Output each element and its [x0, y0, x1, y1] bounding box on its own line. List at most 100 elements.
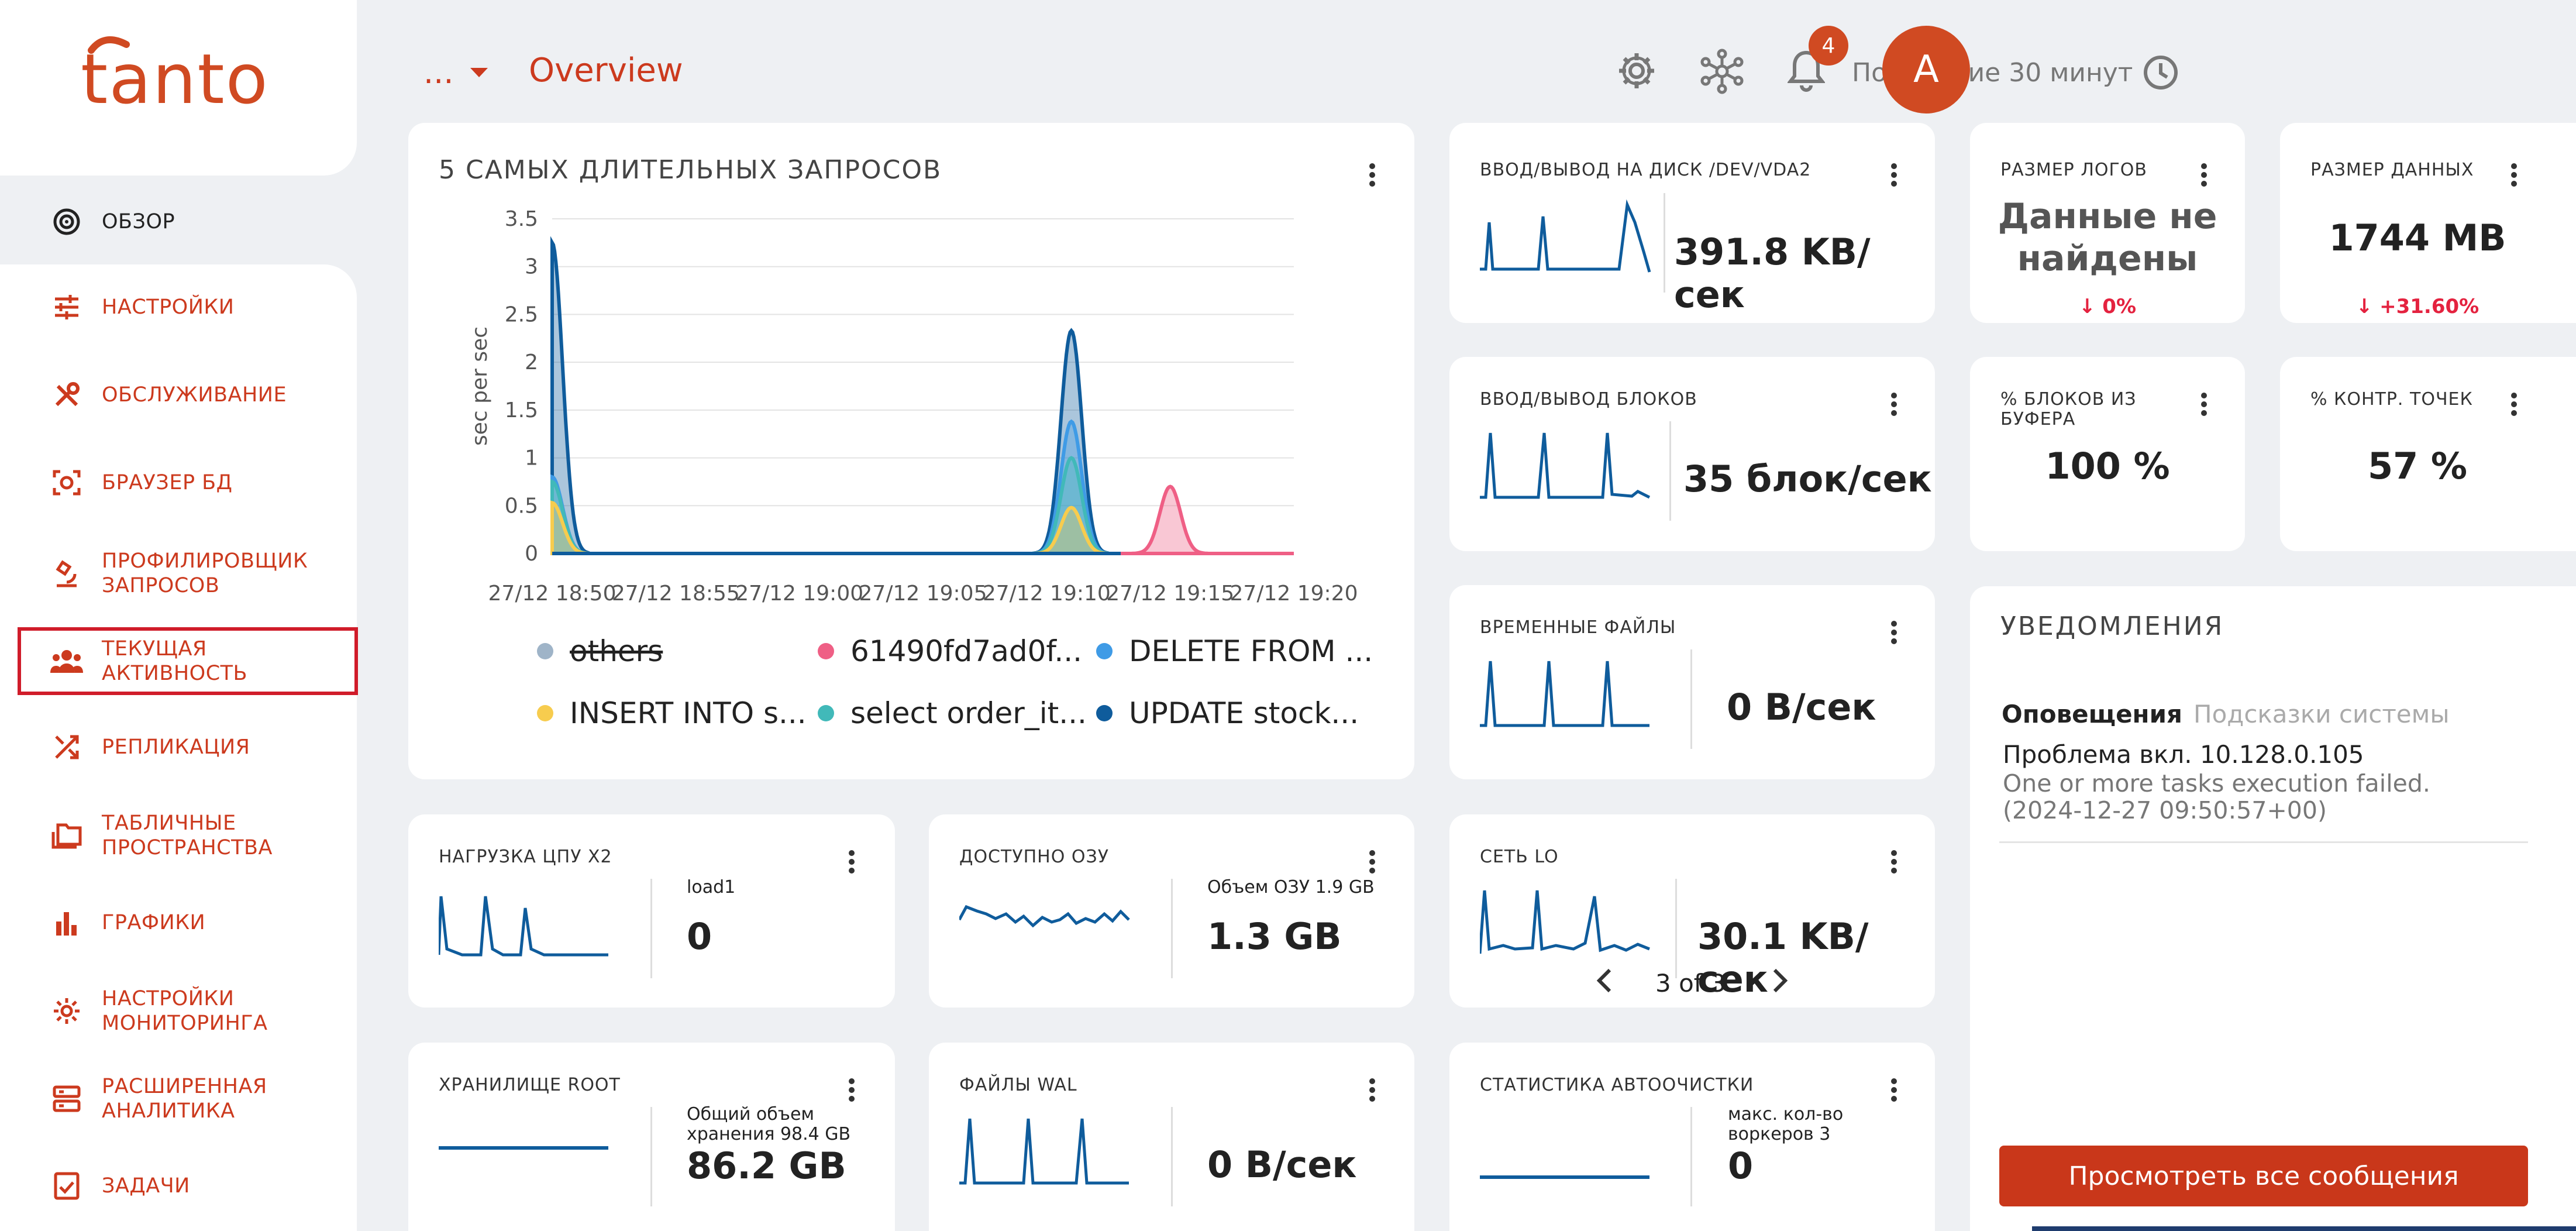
more-options-icon[interactable]: [2508, 160, 2520, 195]
tantor-logo[interactable]: tantor: [81, 33, 268, 109]
x-tick-label: 27/12 19:15: [1106, 582, 1234, 606]
settings-gear-icon[interactable]: [1616, 50, 1658, 92]
chevron-right-icon[interactable]: [1771, 968, 1789, 993]
sidebar-item-tasks[interactable]: ЗАДАЧИ: [0, 1165, 357, 1206]
legend-item-delete[interactable]: DELETE FROM ...: [1096, 634, 1373, 668]
card-title: СТАТИСТИКА АВТООЧИСТКИ: [1480, 1075, 1754, 1095]
more-options-icon[interactable]: [1888, 390, 1900, 425]
sidebar-item-current-activity[interactable]: ТЕКУЩАЯ АКТИВНОСТЬ: [18, 627, 358, 695]
x-tick-label: 27/12 18:55: [612, 582, 740, 606]
legend-item-query-61490[interactable]: 61490fd7ad0f...: [818, 634, 1082, 668]
sidebar-item-label: ТЕКУЩАЯ АКТИВНОСТЬ: [102, 637, 248, 685]
more-options-icon[interactable]: [1888, 160, 1900, 195]
logo-area: tantor: [0, 0, 357, 176]
y-tick-label: 1: [525, 446, 538, 470]
checklist-icon: [49, 1168, 84, 1204]
sidebar-item-label: ТАБЛИЧНЫЕ ПРОСТРАНСТВА: [102, 812, 273, 859]
y-tick-label: 0: [525, 542, 538, 566]
sidebar-item-charts[interactable]: ГРАФИКИ: [0, 902, 357, 943]
storage-total-label: Общий объем хранения 98.4 GB: [687, 1104, 851, 1144]
more-options-icon[interactable]: [1366, 160, 1378, 195]
notification-time: (2024-12-27 09:50:57+00): [2003, 796, 2327, 824]
log-size-delta: ↓ 0%: [2078, 295, 2137, 318]
legend-item-insert[interactable]: INSERT INTO s...: [537, 696, 807, 730]
avatar[interactable]: A: [1882, 26, 1970, 114]
disk-io-card: ВВОД/ВЫВОД НА ДИСК /DEV/VDA2 391.8 KB/се…: [1449, 123, 1935, 323]
y-tick-label: 3: [525, 255, 538, 279]
legend-item-update[interactable]: UPDATE stock...: [1096, 696, 1359, 730]
notifications-panel: УВЕДОМЛЕНИЯ Оповещения Подсказки системы…: [1970, 586, 2576, 1231]
sidebar-item-query-profiler[interactable]: ПРОФИЛИРОВЩИК ЗАПРОСОВ: [0, 544, 357, 603]
card-title: ДОСТУПНО ОЗУ: [959, 847, 1109, 867]
card-title: ВВОД/ВЫВОД БЛОКОВ: [1480, 389, 1697, 410]
more-options-icon[interactable]: [1888, 1075, 1900, 1110]
disk-io-value: 391.8 KB/сек: [1674, 231, 1871, 316]
bar-chart-icon: [49, 905, 84, 940]
ram-sparkline: [959, 905, 1130, 928]
sidebar-item-settings[interactable]: НАСТРОЙКИ: [0, 287, 357, 328]
page-title: Overview: [529, 51, 683, 90]
ram-value: 1.3 GB: [1207, 915, 1342, 958]
card-title: ФАЙЛЫ WAL: [959, 1075, 1077, 1095]
tab-system-hints[interactable]: Подсказки системы: [2193, 700, 2450, 728]
view-all-messages-button[interactable]: Просмотреть все сообщения: [1999, 1146, 2528, 1206]
legend-item-others[interactable]: others: [537, 634, 663, 668]
more-options-icon[interactable]: [846, 847, 857, 882]
series-area: [1131, 484, 1208, 555]
microscope-icon: [49, 556, 84, 591]
top-queries-card: 5 САМЫХ ДЛИТЕЛЬНЫХ ЗАПРОСОВ 0 0.5 1 1.5 2 2.5…: [408, 123, 1414, 779]
more-options-icon[interactable]: [2198, 160, 2210, 195]
sidebar-item-advanced-analytics[interactable]: РАСШИРЕННАЯ АНАЛИТИКА: [0, 1070, 357, 1128]
tab-alerts[interactable]: Оповещения: [2002, 700, 2182, 728]
more-options-icon[interactable]: [1366, 1075, 1378, 1110]
net-lo-card: СЕТЬ LO 30.1 KB/сек 3 of 3: [1449, 814, 1935, 1008]
users-icon: [49, 644, 84, 679]
network-hub-icon[interactable]: [1699, 48, 1745, 95]
chevron-left-icon[interactable]: [1596, 968, 1613, 993]
cpu-sparkline: [439, 896, 608, 957]
card-title: 5 САМЫХ ДЛИТЕЛЬНЫХ ЗАПРОСОВ: [439, 155, 942, 185]
more-options-icon[interactable]: [2508, 390, 2520, 425]
sidebar-item-overview[interactable]: ОБЗОР: [6, 183, 357, 261]
more-options-icon[interactable]: [846, 1075, 857, 1110]
database-scan-icon: [49, 465, 84, 500]
more-options-icon[interactable]: [2198, 390, 2210, 425]
series-area: [550, 236, 590, 555]
temp-files-sparkline: [1480, 661, 1649, 727]
more-options-icon[interactable]: [1888, 618, 1900, 653]
context-selector[interactable]: ...: [423, 54, 489, 91]
legend-item-select[interactable]: select order_it...: [818, 696, 1087, 730]
data-size-card: РАЗМЕР ДАННЫХ 1744 MB ↓ +31.60%: [2280, 123, 2576, 323]
shuffle-icon: [49, 730, 84, 765]
sidebar: tantor ОБЗОР НАСТРОЙКИ ОБСЛУЖИВАНИЕ БРАУ…: [0, 0, 358, 1231]
sidebar-item-label: НАСТРОЙКИ: [102, 295, 235, 319]
sidebar-item-label: ПРОФИЛИРОВЩИК ЗАПРОСОВ: [102, 549, 308, 597]
sidebar-item-monitoring-settings[interactable]: НАСТРОЙКИ МОНИТОРИНГА: [0, 982, 357, 1040]
sidebar-item-label: БРАУЗЕР БД: [102, 471, 233, 494]
card-title: ВВОД/ВЫВОД НА ДИСК /DEV/VDA2: [1480, 160, 1812, 180]
carousel-pager: 3 of 3: [1655, 969, 1726, 998]
x-tick-label: 27/12 19:20: [1230, 582, 1358, 606]
sidebar-item-label: ОБЗОР: [102, 210, 175, 233]
ram-card: ДОСТУПНО ОЗУ Объем ОЗУ 1.9 GB 1.3 GB: [929, 814, 1414, 1008]
storage-value: 86.2 GB: [687, 1144, 846, 1187]
autovacuum-value: 0: [1728, 1144, 1754, 1187]
cpu-metric-label: load1: [687, 877, 736, 898]
sidebar-item-maintenance[interactable]: ОБСЛУЖИВАНИЕ: [0, 374, 357, 415]
more-options-icon[interactable]: [1366, 847, 1378, 882]
sidebar-item-label: РАСШИРЕННАЯ АНАЛИТИКА: [102, 1075, 267, 1123]
notification-item[interactable]: Проблема вкл. 10.128.0.105 One or more t…: [2003, 740, 2529, 824]
y-tick-label: 3.5: [505, 207, 538, 231]
series-area: [1032, 456, 1109, 555]
series-area: [1032, 506, 1110, 555]
data-size-value: 1744 MB: [2329, 216, 2506, 259]
checkpoints-value: 57 %: [2368, 445, 2467, 487]
sidebar-item-replication[interactable]: РЕПЛИКАЦИЯ: [0, 727, 357, 768]
panel-title: УВЕДОМЛЕНИЯ: [2000, 611, 2224, 641]
disk-io-sparkline: [1480, 199, 1651, 273]
sidebar-item-db-browser[interactable]: БРАУЗЕР БД: [0, 462, 357, 503]
more-options-icon[interactable]: [1888, 847, 1900, 882]
sidebar-item-tablespaces[interactable]: ТАБЛИЧНЫЕ ПРОСТРАНСТВА: [0, 806, 357, 865]
card-title: ХРАНИЛИЩЕ ROOT: [439, 1075, 621, 1095]
